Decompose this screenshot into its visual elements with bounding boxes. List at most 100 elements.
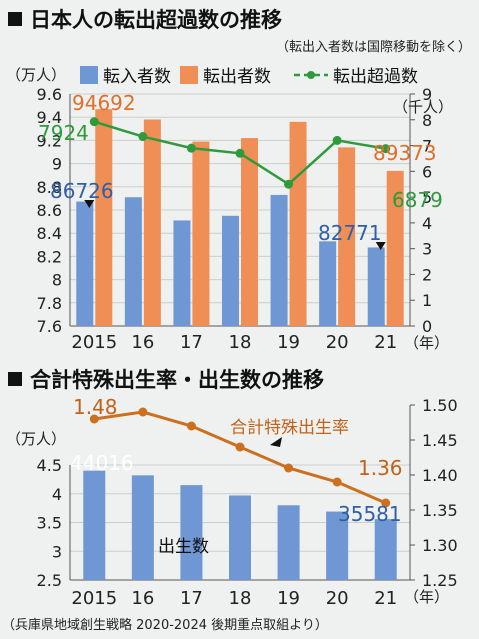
y-right-tick-label: 3: [422, 240, 432, 259]
y-right-tick-label: 5: [422, 188, 432, 207]
x-tick-label: 2015: [71, 588, 117, 609]
y-left-tick-label: 7.6: [37, 317, 62, 336]
y-left-tick-label: 8.2: [37, 247, 62, 266]
x-tick-label: 17: [180, 588, 203, 609]
bar-births: [83, 470, 106, 580]
label-net-2021: 6879: [392, 188, 443, 212]
label-rate-2021: 1.36: [358, 456, 403, 480]
y-right-tick-label: 7: [422, 137, 432, 156]
y-right-tick-label: 1.35: [422, 501, 458, 520]
series-label-fertility-rate: 合計特殊出生率: [230, 418, 349, 438]
y-left-tick-label: 3.5: [37, 514, 62, 533]
y-left-tick-label: 9.6: [37, 85, 62, 104]
migration-chart: 7.67.888.28.48.68.899.29.49.60123456789（…: [6, 66, 453, 353]
label-outflow-2021: 89373: [373, 141, 437, 165]
point-fertility-rate: [381, 498, 391, 508]
bar-births: [180, 485, 203, 580]
point-fertility-rate: [235, 442, 245, 452]
bar-births: [374, 519, 397, 580]
y-left-tick-label: 8.6: [37, 201, 62, 220]
bar-inflow: [319, 241, 337, 326]
y-left-tick-label: 4.5: [37, 456, 62, 475]
bar-inflow: [222, 215, 239, 326]
label-net-2015: 7924: [38, 121, 89, 145]
x-tick-label: 16: [131, 588, 154, 609]
y-right-tick-label: 1.40: [422, 466, 458, 485]
legend-swatch-outflow: [180, 66, 198, 84]
legend-label-inflow: 転入者数: [103, 67, 171, 87]
series-label-births: 出生数: [158, 537, 209, 557]
y-right-tick-label: 1.50: [422, 396, 458, 415]
bar-births: [131, 475, 154, 580]
chart2-title-text: 合計特殊出生率・出生数の推移: [30, 368, 324, 392]
point-fertility-rate: [332, 477, 342, 487]
label-outflow-2015: 94692: [72, 91, 136, 115]
y-left-tick-label: 3: [52, 542, 62, 561]
bar-inflow: [76, 201, 94, 326]
bar-outflow: [192, 141, 210, 326]
x-tick-label: 18: [229, 588, 252, 609]
y-left-tick-label: 2.5: [37, 571, 62, 590]
title-square-icon: [8, 12, 22, 26]
y-right-tick-label: 1.30: [422, 536, 458, 555]
y-left-tick-label: 9.4: [37, 108, 62, 127]
label-rate-2015: 1.48: [73, 395, 118, 419]
x-tick-label: 20: [326, 332, 349, 353]
bar-outflow: [143, 119, 161, 327]
arrow-marker-rate: [270, 437, 282, 447]
point-net-outflow: [284, 179, 294, 189]
x-tick-label: 21: [374, 332, 397, 353]
arrow-marker-2021: [375, 242, 386, 250]
point-fertility-rate: [138, 407, 148, 417]
title-square-icon: [8, 372, 22, 386]
arrow-marker-2015: [84, 200, 95, 208]
y-right-tick-label: 4: [422, 214, 432, 233]
bar-births: [229, 495, 251, 580]
source-note: （兵庫県地域創生戦略 2020-2024 後期重点取組より）: [2, 618, 328, 633]
y-left-tick-label: 8: [52, 271, 62, 290]
x-tick-label: 2015: [71, 332, 117, 353]
y-left-tick-label: 9.2: [37, 131, 62, 150]
y-right-tick-label: 2: [422, 265, 432, 284]
x-tick-label: 18: [229, 332, 252, 353]
y-right-tick-label: 1.45: [422, 431, 458, 450]
bar-inflow: [124, 197, 142, 326]
bar-outflow: [386, 170, 404, 326]
bar-inflow: [270, 194, 288, 326]
legend-label-outflow: 転出者数: [203, 67, 271, 87]
x-tick-label: 17: [180, 332, 203, 353]
point-net-outflow: [235, 148, 245, 158]
point-fertility-rate: [284, 463, 294, 473]
label-births-2015: 44016: [70, 451, 134, 475]
bar-outflow: [95, 109, 113, 327]
y-right-tick-label: 1: [422, 291, 432, 310]
y-right-tick-label: 6: [422, 162, 432, 181]
bar-inflow: [173, 220, 191, 326]
y-left-tick-label: 8.8: [37, 178, 62, 197]
chart2-title: 合計特殊出生率・出生数の推移: [8, 364, 324, 394]
bar-outflow: [241, 138, 258, 326]
x-tick-label: 20: [326, 588, 349, 609]
legend-marker-net: [307, 71, 315, 79]
y-right-tick-label: 0: [422, 317, 432, 336]
point-net-outflow: [332, 135, 342, 145]
chart1-subtitle: （転出入者数は国際移動を除く）: [275, 40, 471, 55]
legend-label-net: 転出超過数: [333, 67, 418, 87]
x-unit: （年）: [404, 588, 449, 606]
y-right-tick-label: 8: [422, 111, 432, 130]
y-left-tick-label: 4: [52, 485, 62, 504]
point-net-outflow: [186, 143, 196, 153]
x-tick-label: 19: [277, 332, 300, 353]
bar-inflow: [367, 247, 385, 326]
label-inflow-2021: 82771: [318, 221, 382, 245]
legend-swatch-inflow: [80, 66, 98, 84]
y-left-tick-label: 7.8: [37, 294, 62, 313]
bar-outflow: [338, 147, 356, 326]
label-inflow-2015: 86726: [50, 179, 114, 203]
x-unit: （年）: [404, 334, 449, 352]
bar-births: [326, 511, 349, 580]
point-net-outflow: [138, 132, 148, 142]
chart1-title-text: 日本人の転出超過数の推移: [30, 8, 282, 32]
point-net-outflow: [89, 117, 99, 127]
